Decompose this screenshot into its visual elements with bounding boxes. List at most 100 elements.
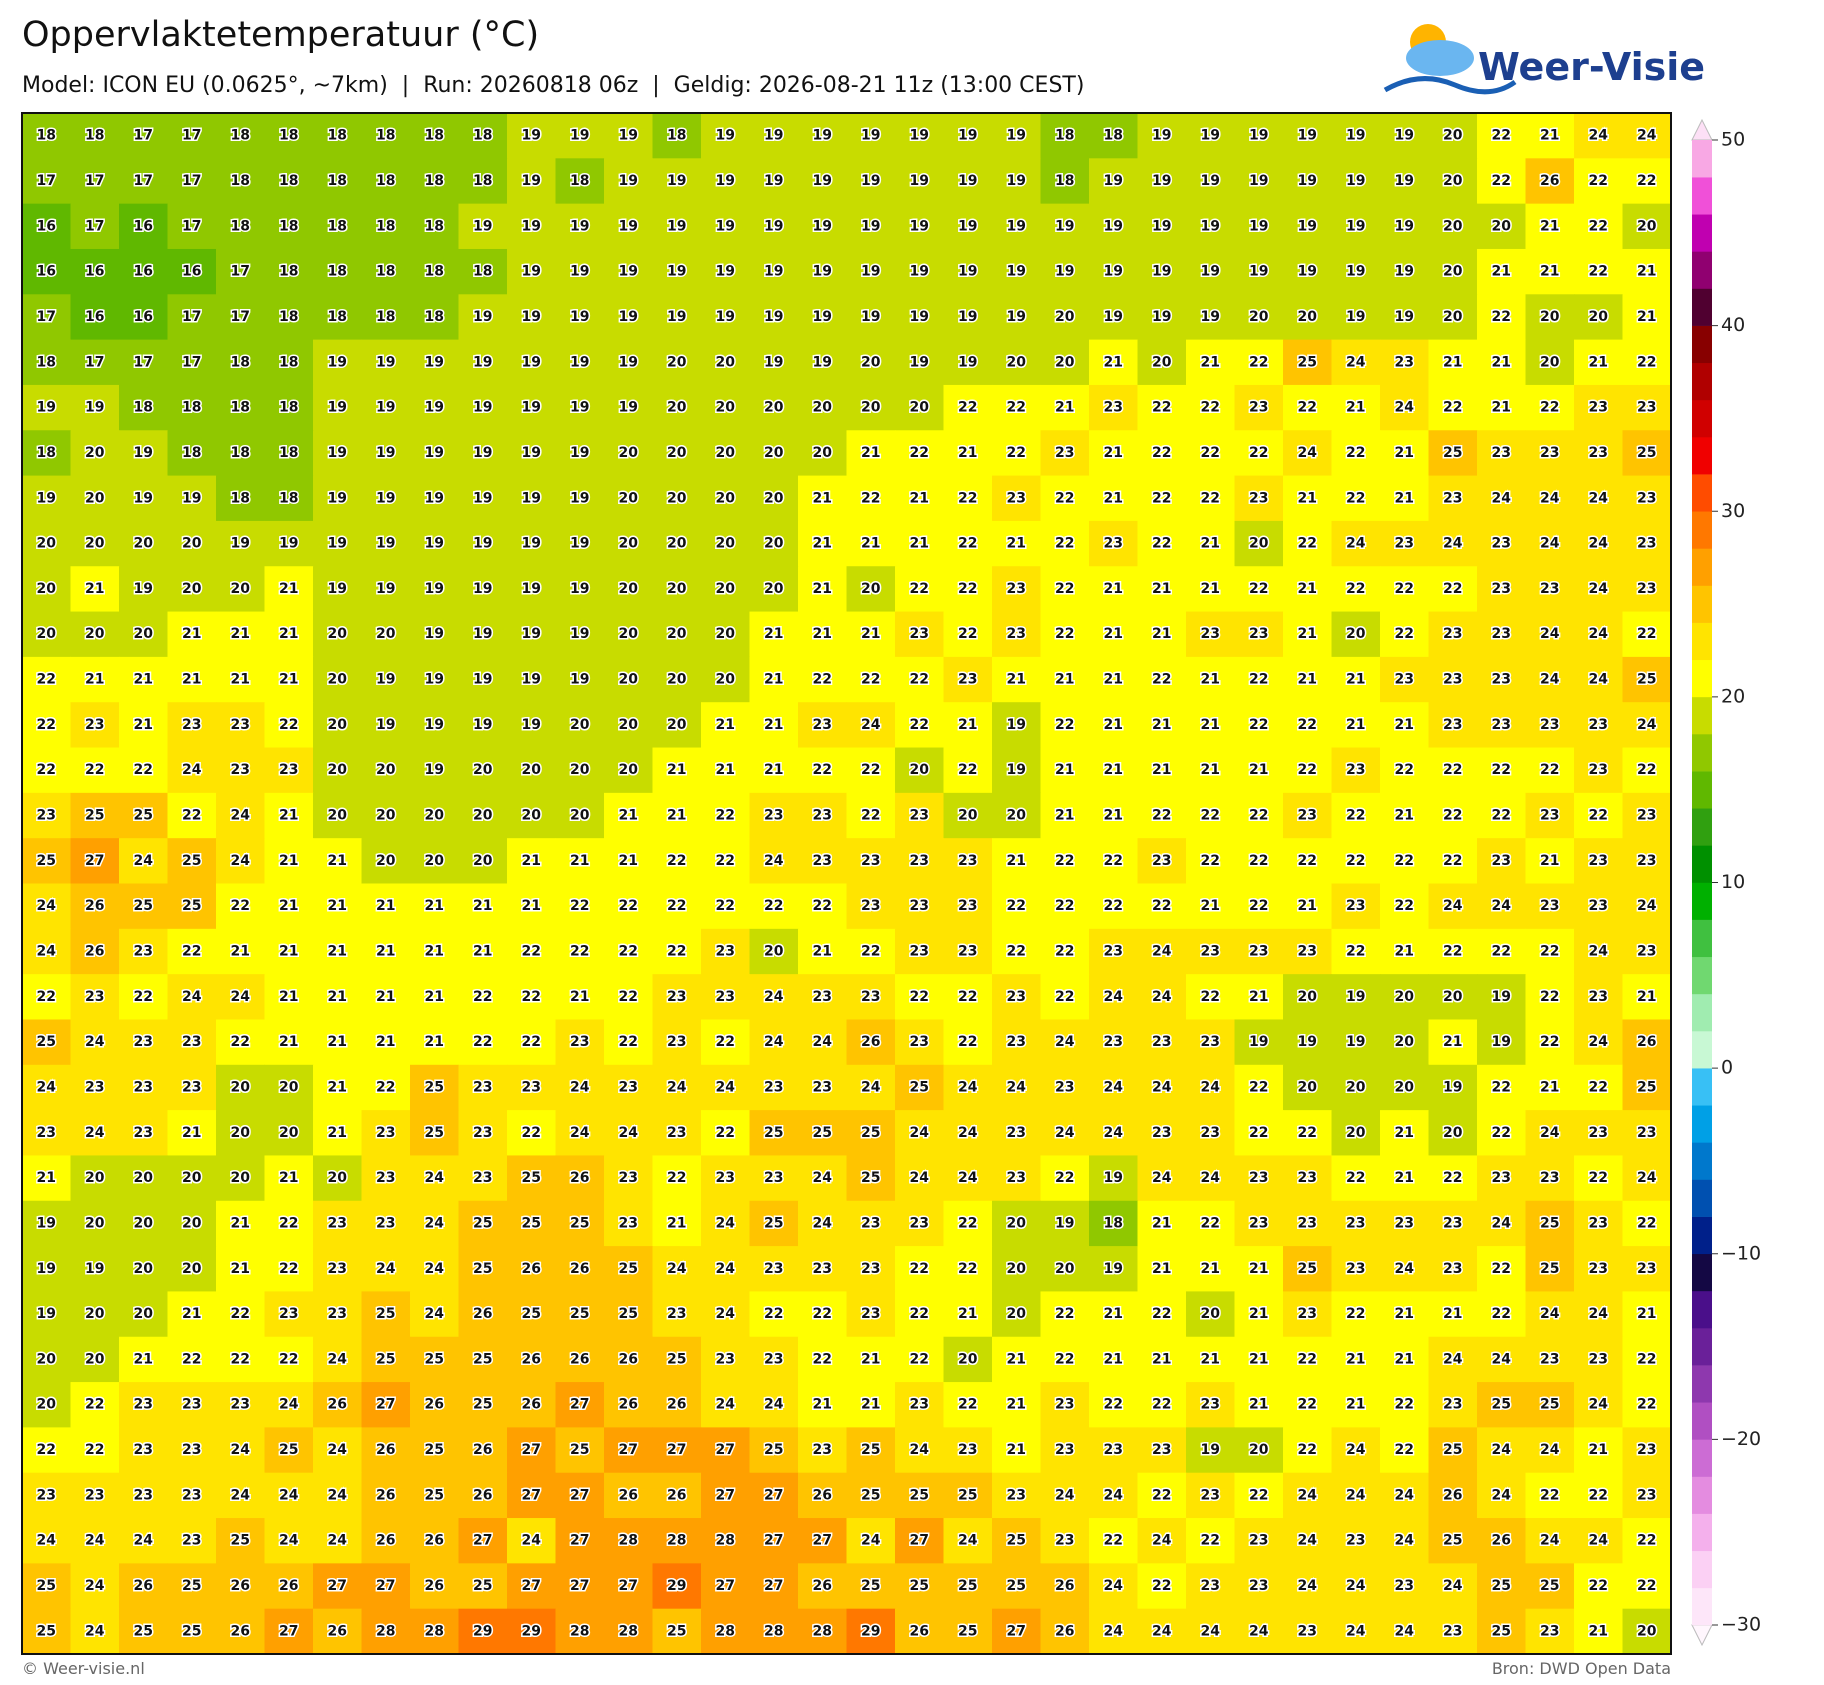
temperature-label: 19 [1443,1079,1462,1095]
temperature-cell [264,1019,314,1066]
temperature-label: 21 [1201,717,1220,733]
temperature-label: 21 [134,672,153,688]
temperature-cell [895,430,944,477]
temperature-cell [167,1019,217,1066]
temperature-label: 27 [764,1578,783,1594]
temperature-cell [555,883,605,930]
temperature-label: 21 [1637,1306,1656,1322]
temperature-cell [1040,384,1090,431]
temperature-label: 24 [1346,536,1366,552]
temperature-label: 17 [37,309,56,325]
temperature-cell [1525,1246,1575,1292]
temperature-cell [1137,1291,1187,1338]
temperature-cell [313,1246,362,1292]
temperature-label: 22 [182,1351,201,1367]
temperature-label: 22 [1589,1578,1608,1594]
temperature-label: 19 [328,536,347,552]
temperature-label: 25 [764,1215,783,1231]
temperature-cell [1331,792,1381,839]
temperature-cell [458,203,508,250]
temperature-label: 19 [85,400,104,416]
temperature-label: 19 [764,354,783,370]
temperature-label: 24 [85,1034,105,1050]
temperature-label: 19 [1152,264,1171,280]
temperature-cell [361,838,411,884]
temperature-label: 19 [1249,173,1268,189]
temperature-cell [846,747,896,794]
temperature-cell [701,203,750,250]
temperature-cell [943,1472,993,1519]
colorbar-bin [1692,585,1712,623]
temperature-label: 17 [182,354,201,370]
temperature-cell [1477,430,1526,477]
temperature-cell [943,203,993,250]
temperature-label: 23 [1589,717,1608,733]
temperature-cell [216,838,265,884]
temperature-cell [167,702,217,749]
temperature-label: 18 [37,128,56,144]
temperature-cell [895,1382,944,1428]
temperature-label: 21 [813,490,832,506]
temperature-label: 18 [231,128,250,144]
temperature-label: 18 [473,264,492,280]
colorbar-tick-label: 10 [1721,871,1745,893]
temperature-label: 24 [231,989,251,1005]
temperature-cell [458,838,508,884]
temperature-cell [1525,158,1575,205]
temperature-cell [1137,838,1187,884]
temperature-label: 21 [1443,1034,1462,1050]
temperature-label: 22 [1201,808,1220,824]
temperature-cell [216,1155,265,1202]
temperature-label: 19 [1298,218,1317,234]
temperature-label: 19 [425,354,444,370]
temperature-cell [1525,1336,1575,1383]
temperature-cell [1137,384,1187,431]
temperature-cell [507,158,556,205]
temperature-label: 24 [85,1578,105,1594]
temperature-cell [1283,384,1332,431]
temperature-label: 22 [1152,1397,1171,1413]
temperature-label: 23 [182,1442,201,1458]
temperature-label: 19 [570,218,589,234]
temperature-cell [313,520,362,567]
temperature-cell [70,1382,120,1428]
temperature-label: 24 [716,1397,736,1413]
temperature-label: 24 [958,1125,978,1141]
temperature-cell [361,883,411,930]
temperature-cell [701,1291,750,1338]
temperature-cell [1477,838,1526,884]
temperature-cell [313,1064,362,1111]
temperature-label: 22 [1443,853,1462,869]
temperature-label: 23 [1492,1170,1511,1186]
temperature-cell [119,430,168,477]
temperature-label: 22 [1540,989,1559,1005]
temperature-label: 25 [1492,1397,1511,1413]
temperature-label: 20 [813,400,833,416]
temperature-label: 22 [861,490,880,506]
temperature-label: 21 [1152,1215,1171,1231]
temperature-cell [604,838,653,884]
temperature-cell [410,1291,459,1338]
temperature-cell [216,1291,265,1338]
temperature-cell [1428,1336,1478,1383]
temperature-label: 20 [1443,264,1463,280]
temperature-cell [313,1291,362,1338]
temperature-label: 19 [861,264,880,280]
temperature-label: 19 [813,173,832,189]
temperature-label: 22 [1152,1306,1171,1322]
temperature-label: 23 [861,898,880,914]
temperature-label: 26 [231,1623,250,1639]
temperature-label: 24 [1443,1351,1463,1367]
temperature-cell [507,1200,556,1247]
temperature-cell [1137,1427,1187,1474]
temperature-cell [1477,158,1526,205]
temperature-label: 24 [861,1533,881,1549]
temperature-label: 21 [1346,400,1365,416]
temperature-label: 27 [716,1578,735,1594]
temperature-label: 23 [1589,400,1608,416]
temperature-cell [1283,520,1332,567]
temperature-label: 22 [1346,1306,1365,1322]
temperature-cell [943,792,993,839]
temperature-cell [1283,1155,1332,1202]
